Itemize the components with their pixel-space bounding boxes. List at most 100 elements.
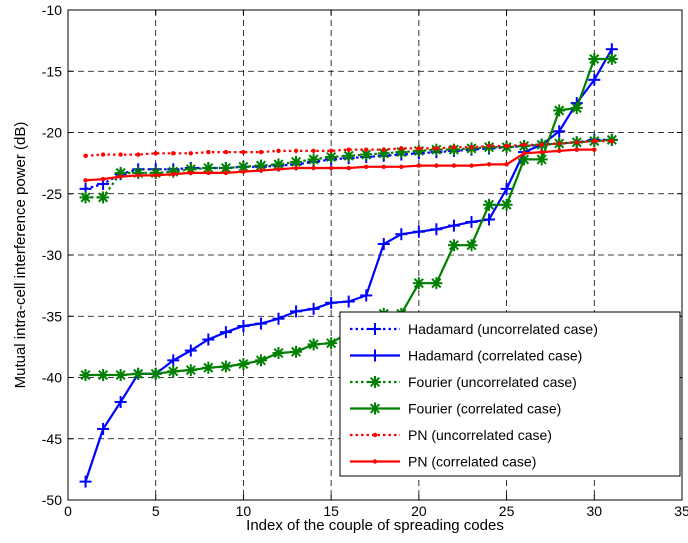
data-point [206,149,211,155]
legend-label: Hadamard (uncorrelated case) [408,321,598,337]
data-point [381,147,386,152]
legend-label: PN (uncorrelated case) [408,427,552,443]
x-tick-label: 10 [236,503,252,519]
data-point [254,317,267,330]
data-point [237,358,250,371]
data-point [307,153,320,166]
data-point [241,169,246,174]
data-point [307,302,320,315]
x-tick-label: 5 [152,503,160,519]
data-point [311,165,316,171]
data-point [202,361,215,374]
data-point [83,178,88,183]
data-point [364,147,369,152]
data-point [609,138,615,144]
legend-box [339,311,681,477]
y-axis-label: Mutual intra-cell interference power (dB… [12,122,29,389]
data-point [118,174,123,179]
data-point [258,149,264,155]
axis-ticks: 0 5 10 15 20 25 30 35 -50 -45 -40 -35 -30 -25 -20 -15 -1… [42,2,688,519]
y-tick-label: -20 [42,125,62,141]
data-point [465,215,478,228]
data-point [434,146,439,151]
data-point [486,143,492,149]
data-point [416,163,422,168]
data-point [223,149,229,155]
data-point [328,165,334,171]
data-point [447,219,460,232]
data-point [521,151,527,156]
data-point [325,337,338,350]
data-point [521,142,527,147]
data-point [535,153,548,166]
data-point [434,163,439,168]
data-point [114,369,127,382]
data-point [342,295,355,308]
data-point [451,163,457,168]
data-point [206,170,211,176]
data-point [202,333,215,346]
data-point [369,376,381,388]
data-point [539,149,544,155]
data-point [416,146,422,151]
data-point [328,148,334,154]
data-point [290,345,303,358]
legend-entry: Hadamard (uncorrelated case) [350,321,598,337]
y-tick-label: -25 [42,186,62,202]
data-point [97,422,110,435]
y-tick-label: -30 [42,247,62,263]
data-point [311,148,316,154]
data-point [469,145,474,150]
data-point [451,145,457,150]
y-tick-label: -10 [42,2,62,18]
data-point [574,147,579,152]
legend-label: Fourier (correlated case) [408,401,561,417]
data-point [254,354,267,367]
data-point [486,162,492,167]
data-point [219,360,232,373]
legend-label: Fourier (uncorrelated case) [408,374,577,390]
data-point [504,162,509,167]
legend-label: PN (correlated case) [408,454,536,470]
data-point [258,168,264,173]
data-point [377,237,390,250]
data-point [539,142,544,147]
data-point [557,148,562,154]
legend-entry: Fourier (uncorrelated case) [350,374,577,390]
data-point [79,369,92,382]
data-point [346,147,351,152]
data-point [364,164,369,169]
x-tick-label: 15 [323,503,339,519]
data-point [237,320,250,333]
data-point [399,164,404,169]
data-point [557,141,562,146]
data-point [465,239,478,252]
data-point [360,289,373,302]
data-point [219,326,232,339]
x-tick-label: 0 [64,503,72,519]
data-point [100,152,106,157]
data-point [430,223,443,236]
data-point [500,182,513,195]
data-point [570,102,583,114]
data-point [592,138,597,144]
data-point [447,239,460,252]
data-point [100,176,106,182]
series-layer [79,43,618,488]
data-point [97,369,110,382]
data-point [588,73,601,86]
x-tick-label: 30 [586,503,602,519]
data-point [372,432,378,438]
data-point [430,277,443,290]
data-point [79,475,92,488]
data-point [202,162,215,175]
data-point [223,170,229,176]
data-point [369,323,381,335]
data-point [171,171,176,177]
data-point [135,173,141,178]
data-point [518,153,531,166]
data-point [276,167,281,172]
y-tick-label: -35 [42,308,62,324]
data-point [184,344,197,357]
data-point [241,149,246,155]
